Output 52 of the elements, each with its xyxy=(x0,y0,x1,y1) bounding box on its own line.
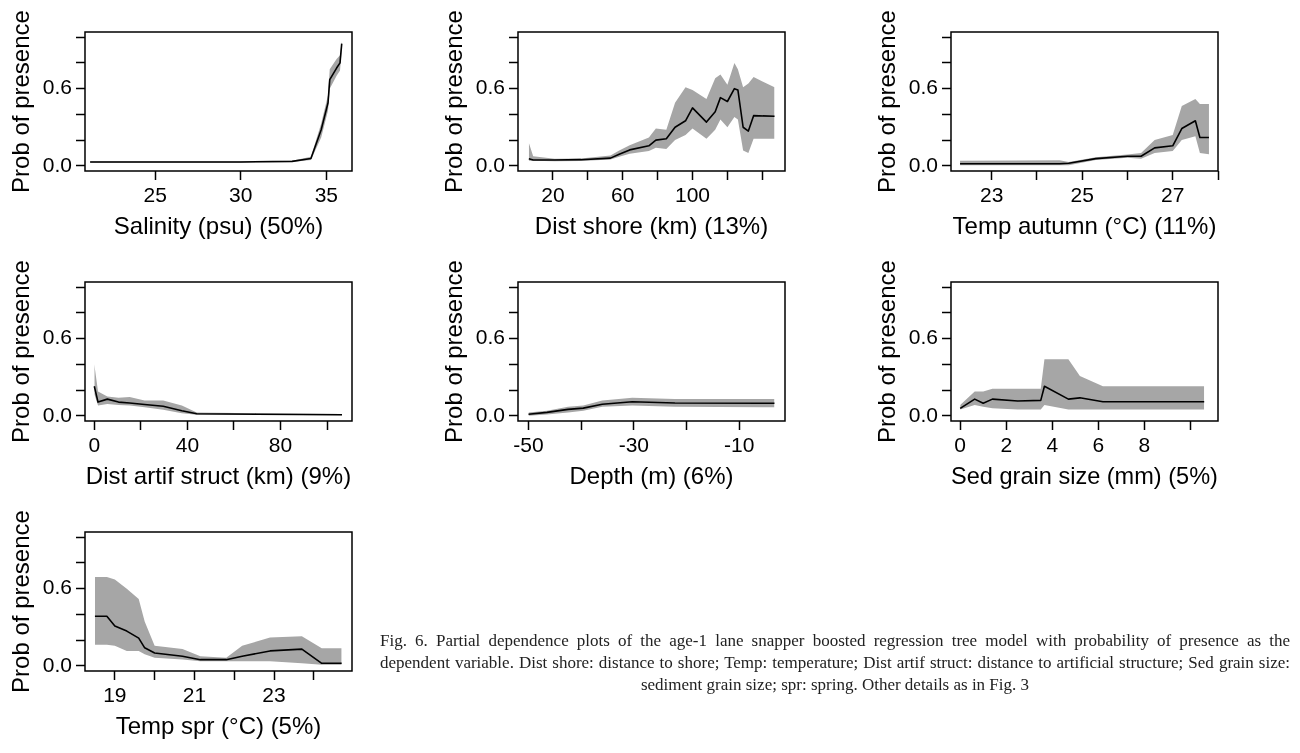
x-tick-label: 21 xyxy=(182,683,207,707)
x-tick-label: 23 xyxy=(262,683,286,707)
x-axis-title: Dist artif struct (km) (9%) xyxy=(85,462,352,490)
x-tick-label: 35 xyxy=(314,183,339,207)
y-tick-label: 0.6 xyxy=(42,75,72,99)
y-tick-label: 0.6 xyxy=(908,75,938,99)
x-tick-label: -10 xyxy=(724,433,755,457)
x-axis-title: Temp autumn (°C) (11%) xyxy=(952,212,1217,240)
y-tick-label: 0.6 xyxy=(908,325,938,349)
y-tick-label: 0.0 xyxy=(475,152,505,176)
x-tick-label: 8 xyxy=(1138,433,1151,457)
y-axis-title: Prob of presence xyxy=(873,10,901,193)
x-tick-label: -50 xyxy=(513,433,544,457)
y-axis-title: Prob of presence xyxy=(873,260,901,443)
x-tick-label: 6 xyxy=(1092,433,1105,457)
x-tick-label: 23 xyxy=(980,183,1004,207)
y-tick-label: 0.0 xyxy=(42,402,72,426)
x-tick-label: 27 xyxy=(1161,183,1185,207)
x-tick-label: 2 xyxy=(1000,433,1013,457)
x-axis-title: Depth (m) (6%) xyxy=(569,462,734,490)
y-tick-label: 0.6 xyxy=(42,575,72,599)
caption: Fig. 6. Partial dependence plots of the age-1 lane snapper boosted regression tree model with probability of presence as the dependent variable. Dist shore: distance to shore; Temp: temperature; Dist artif struct: distance to artificial structure; Sed grain size: sediment grain size; spr: spring. Other details as in Fig. 3 xyxy=(380,630,1290,696)
y-tick-label: 0.6 xyxy=(475,75,505,99)
x-axis-title: Dist shore (km) (13%) xyxy=(534,212,769,240)
x-axis-title: Sed grain size (mm) (5%) xyxy=(951,462,1218,490)
y-axis-title: Prob of presence xyxy=(440,10,468,193)
y-tick-label: 0.6 xyxy=(475,325,505,349)
x-axis-title: Temp spr (°C) (5%) xyxy=(115,712,322,740)
y-tick-label: 0.0 xyxy=(42,652,72,676)
x-tick-label: 20 xyxy=(541,183,565,207)
x-tick-label: 25 xyxy=(143,183,167,207)
x-tick-label: 100 xyxy=(674,183,711,207)
x-axis-title: Salinity (psu) (50%) xyxy=(113,212,324,240)
y-axis-title: Prob of presence xyxy=(7,260,35,443)
x-tick-label: 80 xyxy=(268,433,293,457)
y-axis-title: Prob of presence xyxy=(440,260,468,443)
y-tick-label: 0.0 xyxy=(908,152,938,176)
x-tick-label: 60 xyxy=(611,183,635,207)
x-tick-label: 19 xyxy=(103,683,127,707)
x-tick-label: -30 xyxy=(618,433,650,457)
y-axis-title: Prob of presence xyxy=(7,510,35,693)
y-tick-label: 0.0 xyxy=(475,402,505,426)
y-tick-label: 0.0 xyxy=(42,152,72,176)
y-tick-label: 0.0 xyxy=(908,402,938,426)
x-tick-label: 0 xyxy=(88,433,101,457)
y-axis-title: Prob of presence xyxy=(7,10,35,193)
y-tick-label: 0.6 xyxy=(42,325,72,349)
x-tick-label: 0 xyxy=(954,433,967,457)
x-tick-label: 30 xyxy=(229,183,253,207)
x-tick-label: 4 xyxy=(1046,433,1059,457)
x-tick-label: 25 xyxy=(1070,183,1094,207)
x-tick-label: 40 xyxy=(175,433,200,457)
